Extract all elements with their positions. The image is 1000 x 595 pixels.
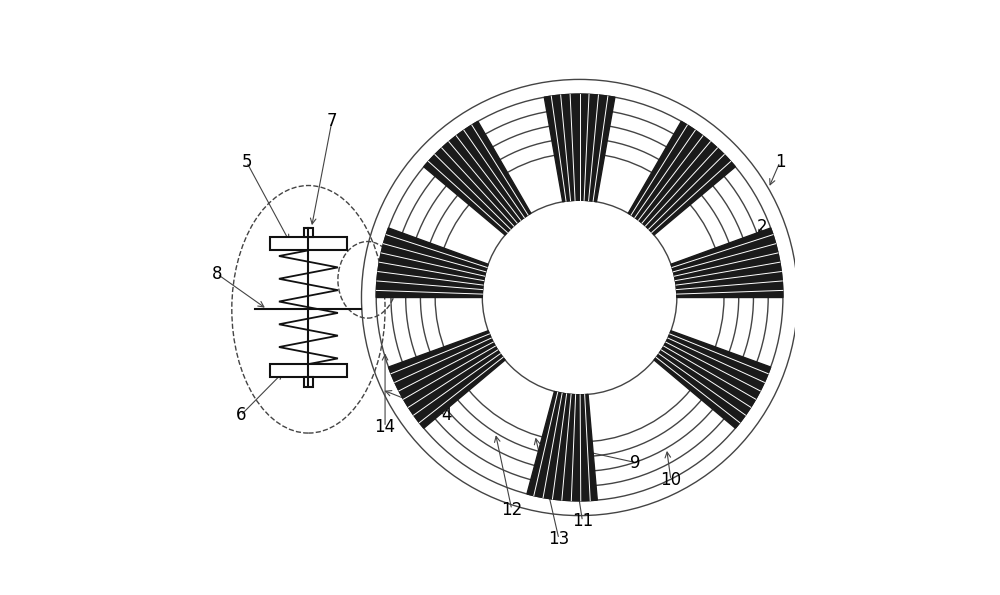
Text: 4: 4 xyxy=(442,406,452,424)
Text: 1: 1 xyxy=(775,153,785,171)
Text: 5: 5 xyxy=(241,153,252,171)
Bar xyxy=(304,377,313,387)
Polygon shape xyxy=(671,228,783,298)
Circle shape xyxy=(484,202,675,393)
FancyBboxPatch shape xyxy=(270,237,347,250)
Text: 7: 7 xyxy=(327,112,337,130)
Polygon shape xyxy=(654,331,771,428)
FancyBboxPatch shape xyxy=(270,364,347,377)
Polygon shape xyxy=(544,94,615,202)
Text: 3: 3 xyxy=(741,265,752,283)
Bar xyxy=(304,228,313,237)
Polygon shape xyxy=(388,331,505,428)
Polygon shape xyxy=(376,228,488,298)
Polygon shape xyxy=(424,121,531,235)
Polygon shape xyxy=(527,392,597,501)
Text: 12: 12 xyxy=(501,501,522,519)
Text: 2: 2 xyxy=(757,218,768,236)
Text: 11: 11 xyxy=(572,512,593,531)
Text: 13: 13 xyxy=(548,530,570,548)
Polygon shape xyxy=(628,121,735,235)
Text: 9: 9 xyxy=(630,453,641,472)
Text: 14: 14 xyxy=(374,418,396,436)
Text: 6: 6 xyxy=(235,406,246,424)
Text: 10: 10 xyxy=(660,471,682,489)
Text: 8: 8 xyxy=(212,265,222,283)
